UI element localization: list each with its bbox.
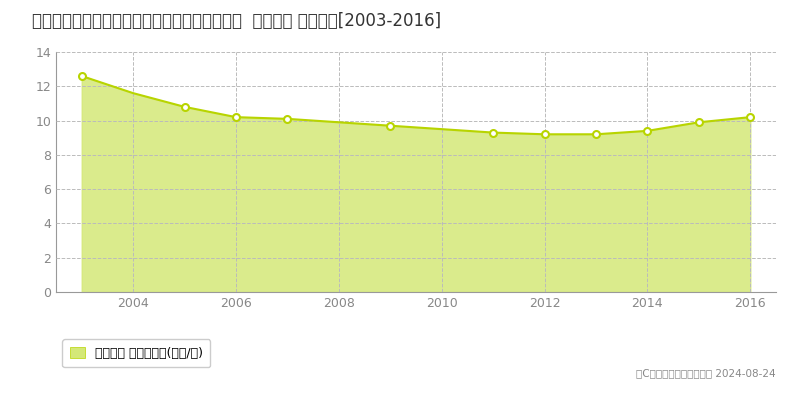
Legend: 地価公示 平均坪単価(万円/坪): 地価公示 平均坪単価(万円/坪): [62, 339, 210, 367]
Point: [178, 104, 191, 110]
Text: （C）土地価格ドットコム 2024-08-24: （C）土地価格ドットコム 2024-08-24: [636, 368, 776, 378]
Point: [538, 131, 551, 138]
Point: [693, 119, 706, 126]
Point: [744, 114, 757, 120]
Point: [230, 114, 242, 120]
Point: [590, 131, 602, 138]
Point: [641, 128, 654, 134]
Point: [384, 122, 397, 129]
Point: [281, 116, 294, 122]
Point: [75, 73, 88, 79]
Text: 宮城県黒川郡富谷町とちの木２丁目９番３２４  地価公示 地価推移[2003-2016]: 宮城県黒川郡富谷町とちの木２丁目９番３２４ 地価公示 地価推移[2003-201…: [32, 12, 441, 30]
Point: [486, 129, 499, 136]
